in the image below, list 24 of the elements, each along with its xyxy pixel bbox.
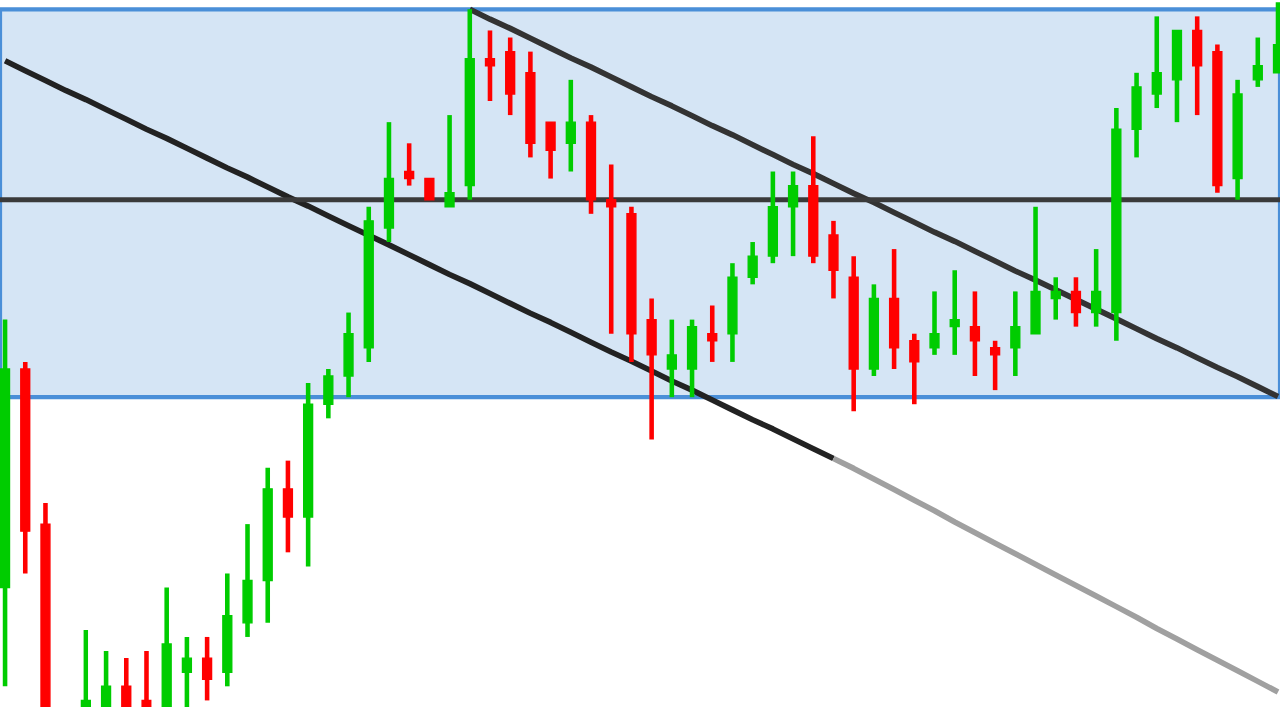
candlestick [1070,277,1082,327]
candlestick [484,30,496,101]
candlestick [929,291,940,355]
candlestick [969,291,981,376]
candlestick [121,657,132,707]
candlestick [949,270,960,355]
candlestick [181,636,193,707]
candlestick [909,333,920,404]
candlestick [1010,291,1021,376]
candlestick [707,305,718,362]
candlestick [1252,37,1263,87]
candlestick [404,143,415,186]
candlestick [747,241,758,285]
candlestick [606,164,617,334]
candlestick [787,171,799,256]
candlestick [989,340,1001,390]
candlestick [565,79,576,172]
candlestick [666,319,677,397]
candlestick [424,177,435,201]
candlestick [201,636,213,701]
candlestick [1050,277,1061,320]
candlestick [100,650,112,707]
candlestick [444,114,455,208]
candlestick [1091,248,1102,327]
